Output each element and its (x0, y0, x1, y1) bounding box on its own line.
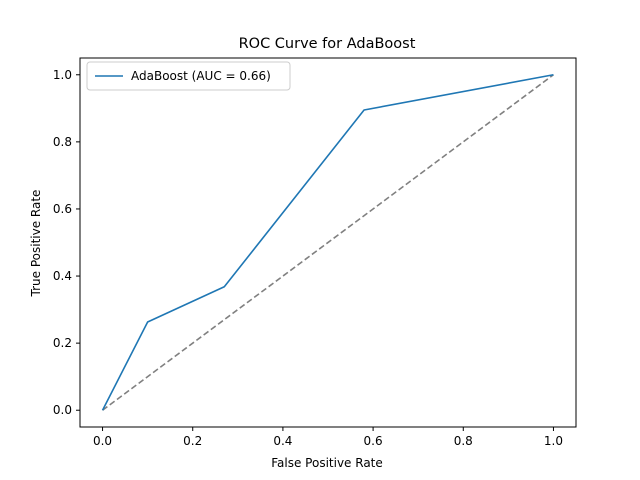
x-tick-label: 0.4 (273, 434, 292, 448)
plot-frame (79, 57, 577, 428)
x-tick-label: 0.8 (454, 434, 473, 448)
y-axis-label: True Positive Rate (29, 190, 43, 298)
y-tick-label: 0.6 (53, 202, 72, 216)
y-tick-label: 1.0 (53, 68, 72, 82)
chart-title: ROC Curve for AdaBoost (239, 36, 416, 52)
legend-label-adaboost: AdaBoost (AUC = 0.66) (131, 69, 271, 83)
x-tick-label: 0.0 (93, 434, 112, 448)
y-tick-label: 0.0 (53, 403, 72, 417)
x-tick-label: 0.6 (364, 434, 383, 448)
y-tick-label: 0.4 (53, 269, 72, 283)
y-tick-label: 0.2 (53, 336, 72, 350)
x-tick-label: 0.2 (183, 434, 202, 448)
series-line-0 (101, 73, 554, 411)
legend: AdaBoost (AUC = 0.66) (86, 61, 291, 91)
axes-layer: 0.0 0.2 0.4 0.6 0.8 1.0 0.0 0.2 0.4 0.6 0.8 1.0 (53, 57, 577, 448)
reference-line (102, 74, 554, 411)
y-tick-label: 0.8 (53, 135, 72, 149)
x-axis-label: False Positive Rate (271, 456, 383, 470)
x-tick-label: 1.0 (544, 434, 563, 448)
plot-layer (101, 73, 554, 411)
legend-box (86, 61, 291, 91)
